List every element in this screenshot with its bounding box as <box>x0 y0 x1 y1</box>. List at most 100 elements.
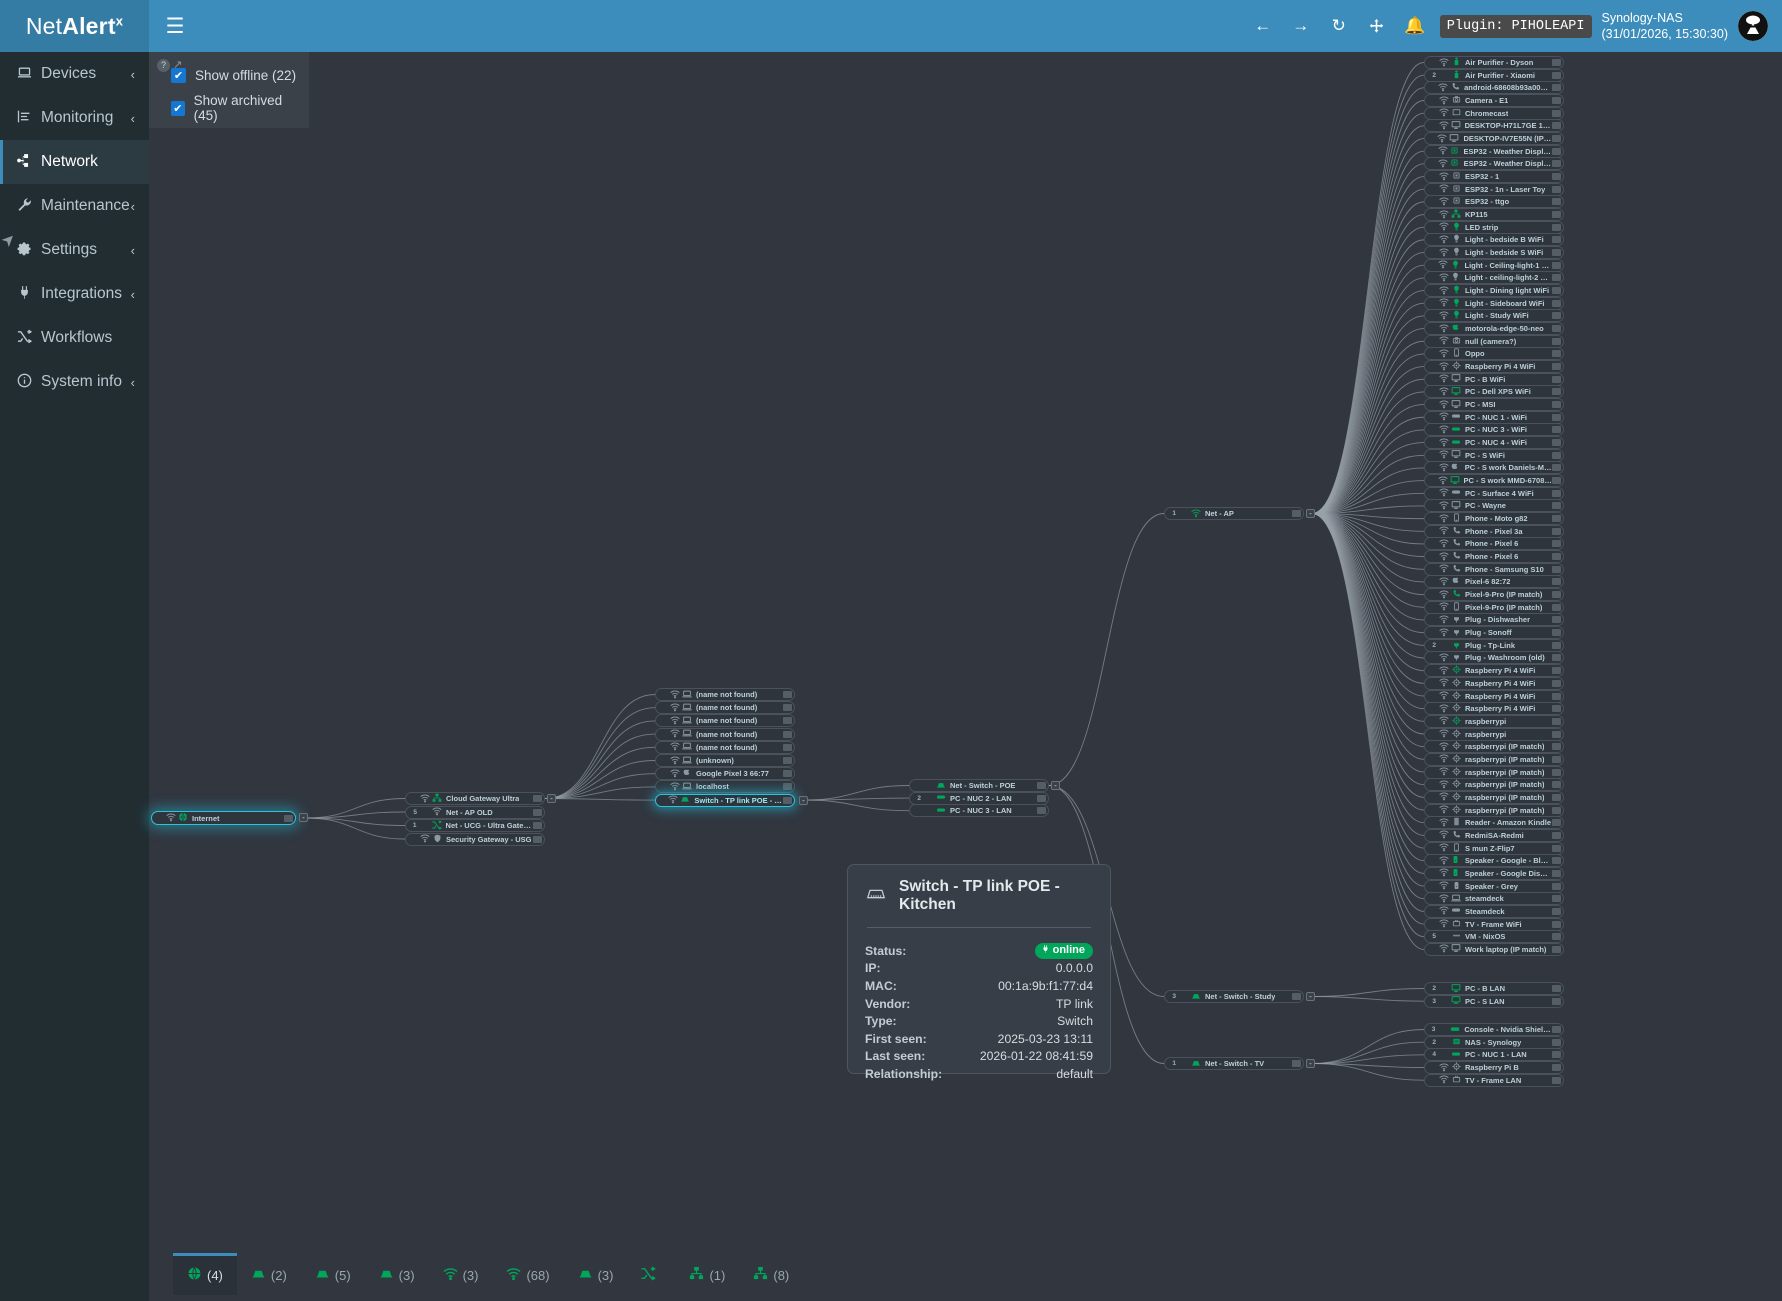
topology-node[interactable]: 2 Air Purifier - Xiaomi <box>1424 68 1564 82</box>
drag-handle[interactable] <box>1552 71 1561 79</box>
topology-node[interactable]: Plug - Dishwasher <box>1424 613 1564 627</box>
sidebar-item-system-info[interactable]: System info ‹ <box>0 360 149 404</box>
topology-node[interactable]: DESKTOP-IV7E55N (IP match) <box>1424 132 1564 146</box>
footer-tab-8[interactable]: (1) <box>675 1253 739 1295</box>
drag-handle[interactable] <box>1552 236 1561 244</box>
topology-node[interactable]: Phone - Pixel 6 <box>1424 550 1564 564</box>
drag-handle[interactable] <box>1552 895 1561 903</box>
drag-handle[interactable] <box>1552 768 1561 776</box>
drag-handle[interactable] <box>1552 464 1561 472</box>
sidebar-item-workflows[interactable]: Workflows <box>0 316 149 360</box>
topology-node[interactable]: 3 Net - Switch - Study <box>1164 990 1304 1003</box>
drag-handle[interactable] <box>1552 185 1561 193</box>
drag-handle[interactable] <box>1552 629 1561 637</box>
topology-node[interactable]: raspberrypi (IP match) <box>1424 765 1564 779</box>
topology-node[interactable]: 2 PC - NUC 2 - LAN <box>909 791 1049 805</box>
drag-handle[interactable] <box>284 814 293 822</box>
topology-node[interactable]: raspberrypi (IP match) <box>1424 752 1564 766</box>
topology-node[interactable]: Pixel-6 82:72 <box>1424 575 1564 589</box>
topology-node[interactable]: 1 Net - Switch - TV <box>1164 1057 1304 1070</box>
topology-node[interactable]: (unknown) <box>655 754 795 767</box>
topology-node[interactable]: Air Purifier - Dyson <box>1424 56 1564 69</box>
topology-node[interactable]: PC - Surface 4 WiFi <box>1424 486 1564 500</box>
topology-node[interactable]: localhost <box>655 780 795 794</box>
drag-handle[interactable] <box>1552 1026 1561 1033</box>
drag-handle[interactable] <box>783 770 792 778</box>
drag-handle[interactable] <box>1552 717 1561 725</box>
drag-handle[interactable] <box>1037 794 1046 802</box>
topology-node[interactable]: Light - ceiling-light-2 WiFi <box>1424 271 1564 285</box>
topology-node[interactable]: Raspberry Pi 4 WiFi <box>1424 689 1564 703</box>
collapse-toggle[interactable]: - <box>1306 1058 1315 1068</box>
topology-node[interactable]: Work laptop (IP match) <box>1424 942 1564 956</box>
drag-handle[interactable] <box>533 795 542 802</box>
drag-handle[interactable] <box>1552 641 1561 649</box>
drag-handle[interactable] <box>783 704 792 712</box>
app-logo[interactable]: NetAlertx <box>0 0 149 52</box>
footer-tab-3[interactable]: (3) <box>365 1253 429 1295</box>
collapse-toggle[interactable]: - <box>1306 508 1315 518</box>
topology-node[interactable]: 1 Net - AP <box>1164 507 1304 520</box>
topology-node[interactable]: Plug - Washroom (old) <box>1424 651 1564 665</box>
drag-handle[interactable] <box>1552 730 1561 738</box>
drag-handle[interactable] <box>1552 122 1561 130</box>
sidebar-item-integrations[interactable]: Integrations ‹ <box>0 272 149 316</box>
drag-handle[interactable] <box>1552 375 1561 383</box>
topology-node[interactable]: ESP32 - Weather Display (w... <box>1424 157 1564 171</box>
topology-node[interactable]: DESKTOP-H71L7GE 1E99 <box>1424 119 1564 133</box>
drag-handle[interactable] <box>1552 426 1561 434</box>
sidebar-item-network[interactable]: Network <box>0 140 149 184</box>
topology-node[interactable]: Camera - E1 <box>1424 94 1564 107</box>
drag-handle[interactable] <box>1552 109 1561 117</box>
drag-handle[interactable] <box>1552 363 1561 371</box>
drag-handle[interactable] <box>1552 831 1561 839</box>
drag-handle[interactable] <box>1552 489 1561 497</box>
topology-node[interactable]: PC - NUC 4 - WiFi <box>1424 436 1564 450</box>
topology-node[interactable]: TV - Frame LAN <box>1424 1073 1564 1087</box>
drag-handle[interactable] <box>1552 945 1561 953</box>
drag-handle[interactable] <box>783 717 792 725</box>
topology-node[interactable]: 1 Net - UCG - Ultra Gateway <box>405 819 545 832</box>
sidebar-item-monitoring[interactable]: Monitoring ‹ <box>0 96 149 140</box>
sidebar-item-maintenance[interactable]: Maintenance ‹ <box>0 184 149 228</box>
topology-node[interactable]: Speaker - Google - Black <box>1424 854 1564 868</box>
drag-handle[interactable] <box>783 730 792 738</box>
drag-handle[interactable] <box>1552 97 1561 104</box>
topology-node[interactable]: Switch - TP link POE - Kitchen <box>655 793 795 807</box>
topology-node[interactable]: PC - NUC 3 - LAN <box>909 804 1049 818</box>
topology-node[interactable]: raspberrypi (IP match) <box>1424 803 1564 817</box>
topology-node[interactable]: Light - bedside S WiFi <box>1424 246 1564 260</box>
topology-node[interactable]: Raspberry Pi B <box>1424 1061 1564 1074</box>
drag-handle[interactable] <box>1552 274 1561 282</box>
drag-handle[interactable] <box>1552 312 1561 320</box>
drag-handle[interactable] <box>1552 907 1561 915</box>
drag-handle[interactable] <box>1552 743 1561 751</box>
topology-node[interactable]: steamdeck <box>1424 892 1564 906</box>
topology-node[interactable]: Phone - Pixel 3a <box>1424 524 1564 538</box>
drag-handle[interactable] <box>1552 882 1561 890</box>
topology-node[interactable]: Phone - Moto g82 <box>1424 512 1564 526</box>
expand-icon[interactable]: ↗ <box>173 59 183 71</box>
topology-node[interactable]: Raspberry Pi 4 WiFi <box>1424 664 1564 678</box>
topology-node[interactable]: KP115 <box>1424 208 1564 222</box>
topology-node[interactable]: PC - MSI <box>1424 398 1564 412</box>
collapse-toggle[interactable]: - <box>799 795 808 805</box>
topology-node[interactable]: Speaker - Grey <box>1424 879 1564 893</box>
topology-node[interactable]: Phone - Samsung S10 <box>1424 562 1564 576</box>
drag-handle[interactable] <box>1552 325 1561 333</box>
drag-handle[interactable] <box>1552 806 1561 814</box>
topology-node[interactable]: 5 Net - AP OLD <box>405 805 545 819</box>
topology-node[interactable]: raspberrypi <box>1424 714 1564 728</box>
topology-node[interactable]: Plug - Sonoff <box>1424 626 1564 640</box>
topology-node[interactable]: RedmiSA-Redmi <box>1424 828 1564 842</box>
drag-handle[interactable] <box>533 822 542 829</box>
sidebar-item-settings[interactable]: Settings ‹ <box>0 228 149 272</box>
drag-handle[interactable] <box>1552 793 1561 801</box>
drag-handle[interactable] <box>1552 933 1561 941</box>
topology-node[interactable]: (name not found) <box>655 740 795 754</box>
network-topology-canvas[interactable]: Internet - Cloud Gateway Ultra 5 Net - AP OL… <box>149 52 1782 1301</box>
show-offline-row[interactable]: ✔ Show offline (22) <box>171 68 299 83</box>
drag-handle[interactable] <box>1552 692 1561 700</box>
topology-node[interactable]: Chromecast <box>1424 106 1564 120</box>
topology-node[interactable]: Steamdeck <box>1424 904 1564 918</box>
